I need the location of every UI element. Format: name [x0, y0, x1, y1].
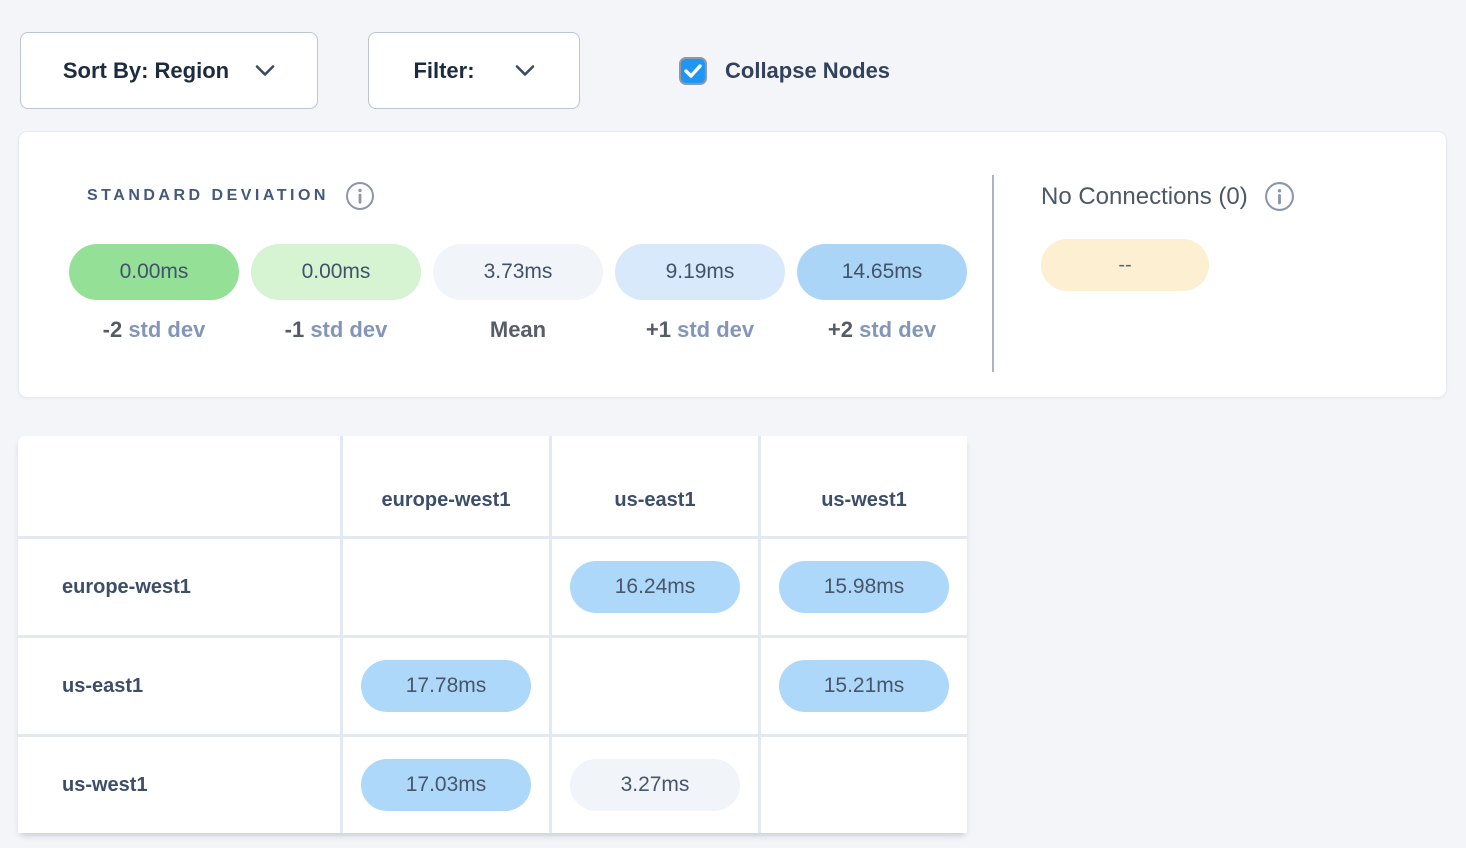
- matrix-corner-cell: [18, 436, 340, 536]
- std-pill-minus1: 0.00ms: [251, 244, 421, 300]
- legend-col-plus2: 14.65ms +2 std dev: [797, 244, 967, 343]
- collapse-nodes-label[interactable]: Collapse Nodes: [725, 57, 891, 83]
- std-label-mean: Mean: [489, 317, 547, 342]
- matrix-cell-us-east1-europe-west1[interactable]: 17.78ms: [343, 638, 549, 734]
- latency-pill[interactable]: 15.98ms: [779, 561, 949, 613]
- matrix-col-header-us-east1: us-east1: [552, 436, 758, 536]
- std-label-minus2: -2 std dev: [102, 317, 206, 342]
- latency-pill[interactable]: 16.24ms: [570, 561, 740, 613]
- std-deviation-title: STANDARD DEVIATION: [87, 187, 329, 204]
- collapse-nodes-checkbox[interactable]: [679, 56, 707, 85]
- std-label-minus1: -1 std dev: [284, 317, 388, 342]
- matrix-cell-europe-west1-us-west1[interactable]: 15.98ms: [761, 539, 967, 635]
- std-pill-plus2: 14.65ms: [797, 244, 967, 300]
- latency-pill[interactable]: 15.21ms: [779, 660, 949, 712]
- chevron-down-icon: [255, 64, 275, 77]
- latency-pill[interactable]: 3.27ms: [570, 759, 740, 811]
- std-deviation-section: STANDARD DEVIATION 0.00ms -2 std dev 0.0…: [69, 181, 967, 343]
- matrix-col-header-europe-west1: europe-west1: [343, 436, 549, 536]
- latency-matrix: europe-west1 us-east1 us-west1 europe-we…: [18, 436, 967, 833]
- filter-label: Filter:: [413, 57, 475, 83]
- no-connections-title: No Connections (0): [1041, 182, 1248, 210]
- matrix-row-header-us-east1: us-east1: [18, 638, 340, 734]
- filter-dropdown[interactable]: Filter:: [368, 32, 580, 109]
- no-connections-title-row: No Connections (0): [1041, 181, 1295, 212]
- chevron-down-icon: [515, 64, 535, 77]
- matrix-cell-us-east1-us-west1[interactable]: 15.21ms: [761, 638, 967, 734]
- std-pill-mean: 3.73ms: [433, 244, 603, 300]
- matrix-cell-us-west1-us-west1: [761, 737, 967, 833]
- matrix-cell-us-west1-us-east1[interactable]: 3.27ms: [552, 737, 758, 833]
- legend-card: STANDARD DEVIATION 0.00ms -2 std dev 0.0…: [18, 131, 1447, 398]
- no-connections-section: No Connections (0) --: [1041, 181, 1295, 291]
- std-deviation-title-row: STANDARD DEVIATION: [69, 181, 967, 211]
- matrix-cell-europe-west1-us-east1[interactable]: 16.24ms: [552, 539, 758, 635]
- controls-row: Sort By: Region Filter: Collapse Nodes: [0, 0, 1466, 109]
- sort-by-label: Sort By: Region: [62, 57, 230, 83]
- legend-divider: [992, 175, 994, 372]
- legend-col-mean: 3.73ms Mean: [433, 244, 603, 343]
- sort-by-dropdown[interactable]: Sort By: Region: [20, 32, 318, 109]
- legend-col-minus1: 0.00ms -1 std dev: [251, 244, 421, 343]
- matrix-cell-us-east1-us-east1: [552, 638, 758, 734]
- matrix-row-header-europe-west1: europe-west1: [18, 539, 340, 635]
- latency-pill[interactable]: 17.03ms: [361, 759, 531, 811]
- matrix-cell-europe-west1-europe-west1: [343, 539, 549, 635]
- matrix-cell-us-west1-europe-west1[interactable]: 17.03ms: [343, 737, 549, 833]
- legend-col-minus2: 0.00ms -2 std dev: [69, 244, 239, 343]
- collapse-nodes-control: Collapse Nodes: [679, 56, 891, 85]
- matrix-col-header-us-west1: us-west1: [761, 436, 967, 536]
- no-connections-pill: --: [1041, 239, 1209, 291]
- std-label-plus1: +1 std dev: [645, 317, 755, 342]
- info-icon[interactable]: [345, 181, 375, 211]
- latency-pill[interactable]: 17.78ms: [361, 660, 531, 712]
- legend-col-plus1: 9.19ms +1 std dev: [615, 244, 785, 343]
- matrix-row-header-us-west1: us-west1: [18, 737, 340, 833]
- std-deviation-pills: 0.00ms -2 std dev 0.00ms -1 std dev 3.73…: [69, 244, 967, 343]
- info-icon[interactable]: [1264, 181, 1295, 212]
- std-label-plus2: +2 std dev: [827, 317, 937, 342]
- std-pill-plus1: 9.19ms: [615, 244, 785, 300]
- std-pill-minus2: 0.00ms: [69, 244, 239, 300]
